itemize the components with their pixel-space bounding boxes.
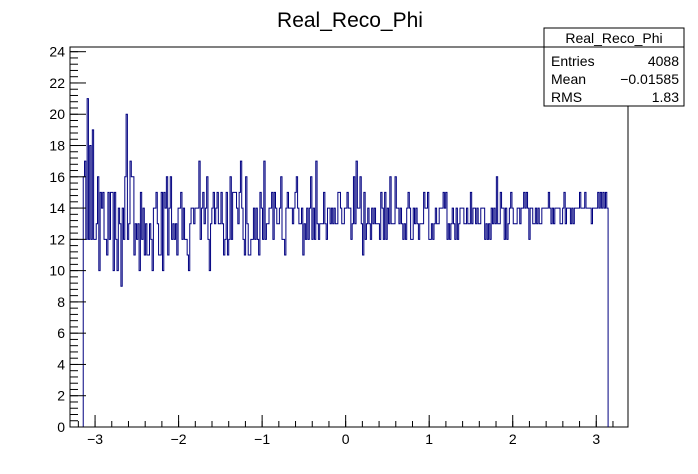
y-tick-label: 0 — [57, 419, 65, 435]
chart-title: Real_Reco_Phi — [277, 9, 423, 32]
stats-box-frame — [543, 27, 685, 107]
x-tick-label: 1 — [425, 431, 433, 447]
x-tick-label: −2 — [171, 431, 187, 447]
stats-value-rms: 1.83 — [652, 89, 679, 105]
stats-label-mean: Mean — [551, 71, 586, 87]
x-tick-label: 2 — [509, 431, 517, 447]
y-tick-label: 2 — [57, 388, 65, 404]
y-tick-label: 24 — [49, 44, 65, 60]
stats-box: Real_Reco_Phi Entries 4088 Mean −0.01585… — [543, 27, 685, 107]
axes — [69, 46, 629, 428]
x-tick-label: −3 — [87, 431, 103, 447]
plot-frame — [69, 46, 629, 428]
histogram-line — [82, 98, 609, 427]
stats-label-rms: RMS — [551, 89, 582, 105]
stats-label-entries: Entries — [551, 53, 595, 69]
stats-box-title: Real_Reco_Phi — [565, 30, 662, 46]
y-tick-label: 12 — [49, 231, 65, 247]
x-axis-ticks: −3 −2 −1 0 1 2 3 — [77, 415, 614, 447]
x-tick-label: 3 — [592, 431, 600, 447]
stats-value-mean: −0.01585 — [620, 71, 679, 87]
x-tick-label: 0 — [342, 431, 350, 447]
y-tick-label: 8 — [57, 294, 65, 310]
y-tick-label: 20 — [49, 106, 65, 122]
y-tick-label: 18 — [49, 138, 65, 154]
stats-value-entries: 4088 — [648, 53, 679, 69]
y-tick-label: 22 — [49, 75, 65, 91]
x-tick-label: −1 — [254, 431, 270, 447]
y-tick-label: 16 — [49, 169, 65, 185]
y-tick-label: 6 — [57, 325, 65, 341]
y-tick-label: 14 — [49, 200, 65, 216]
y-tick-label: 4 — [57, 356, 65, 372]
y-tick-label: 10 — [49, 263, 65, 279]
